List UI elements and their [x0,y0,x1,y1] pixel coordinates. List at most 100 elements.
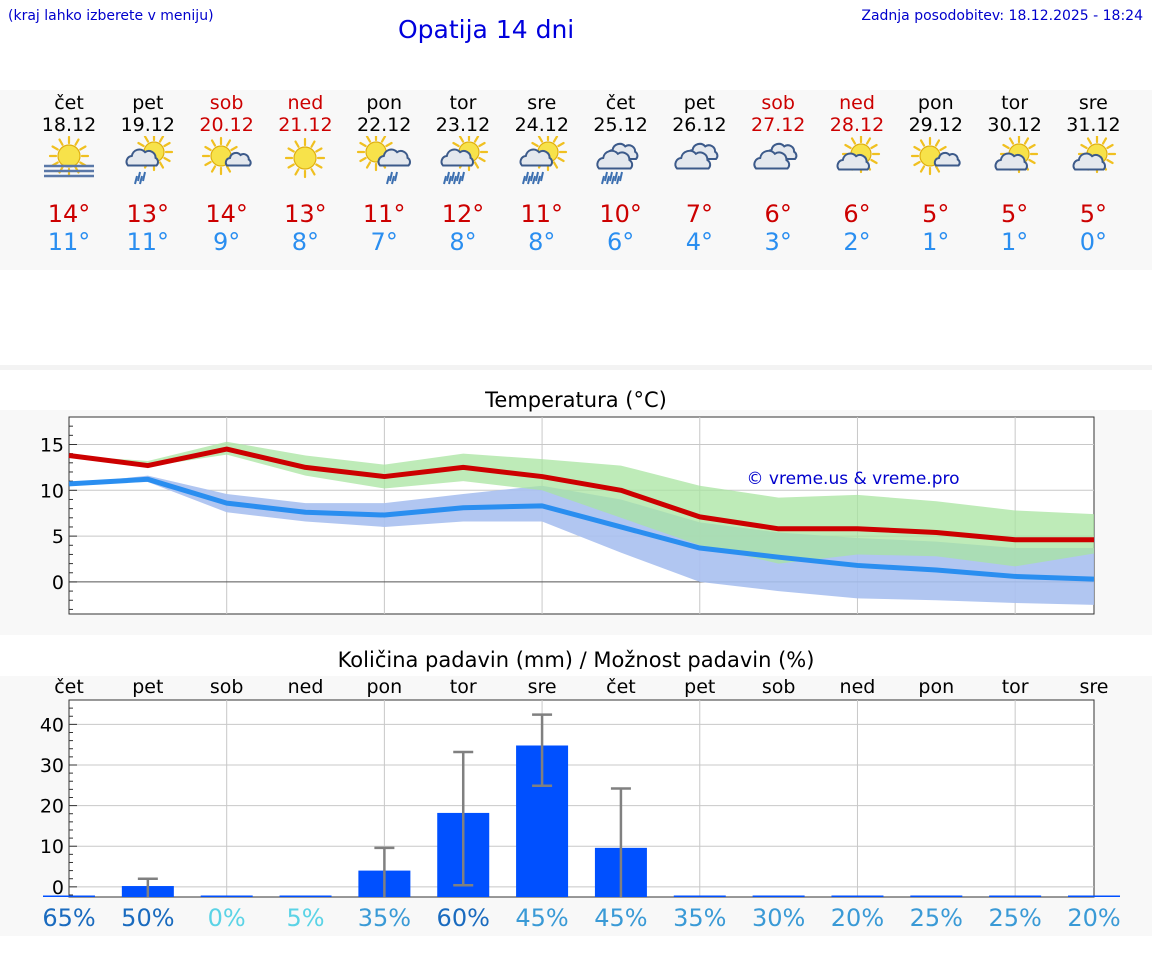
temp-max: 5° [1079,200,1108,228]
temp-max: 14° [47,200,91,228]
temp-min: 11° [47,228,91,256]
precip-probability: 65% [42,904,96,932]
day-name: ned [287,92,324,114]
day-name: tor [1001,92,1029,114]
divider [0,365,1152,370]
precip-day-label: pon [366,676,403,698]
precip-day-label: ned [839,676,876,698]
temp-max: 13° [284,200,327,228]
sun-cloud-icon [994,136,1038,174]
temp-min: 7° [370,228,398,256]
sun-cloud-icon [1072,136,1117,174]
temp-max: 5° [1000,200,1029,228]
day-name: čet [54,92,84,114]
page-title: Opatija 14 dni [398,15,575,44]
day-name: pet [132,92,164,114]
temp-min: 3° [764,228,792,256]
day-date: 31.12 [1066,114,1121,136]
day-date: 21.12 [278,114,333,136]
temp-max: 12° [441,200,485,228]
cloud-icon [753,142,798,170]
cloud-icon [674,142,719,170]
temp-min: 0° [1079,228,1108,256]
day-date: 25.12 [593,114,648,136]
precip-day-label: sre [527,676,557,698]
temp-min: 2° [843,228,871,256]
temp-min: 8° [291,228,320,256]
temp-max: 6° [764,200,792,228]
day-date: 18.12 [41,114,97,136]
precip-day-label: sre [1079,676,1109,698]
temp-max: 6° [843,200,871,228]
precip-probability: 45% [515,904,569,932]
day-name: sre [1078,92,1108,114]
temp-min: 8° [449,228,477,256]
day-name: pet [683,92,715,114]
temp-min: 11° [126,228,170,256]
precip-day-label: pet [132,676,164,698]
sun-cloud-rain-icon [125,136,173,185]
temp-min: 1° [1000,228,1029,256]
precipitation-panel [0,676,1152,936]
day-name: sob [761,92,795,114]
sun-cloud-icon [836,136,881,174]
temp-max: 13° [126,200,170,228]
temp-min: 9° [212,228,241,256]
precip-probability: 35% [673,904,727,932]
day-date: 30.12 [987,114,1042,136]
day-date: 20.12 [199,114,254,136]
sun-cloud-light-rain-icon [357,136,412,185]
precip-day-label: čet [606,676,636,698]
precip-probability: 25% [988,904,1042,932]
temp-max: 11° [362,200,406,228]
sun-icon [285,137,326,179]
location-menu-hint: (kraj lahko izberete v meniju) [8,8,214,24]
temp-min: 4° [685,228,714,256]
precip-probability: 5% [286,904,325,932]
temp-max: 14° [205,200,248,228]
day-name: tor [449,92,477,114]
precip-probability: 20% [1067,904,1121,932]
precip-probability: 35% [357,904,412,932]
precipitation-chart-title: Količina padavin (mm) / Možnost padavin … [337,648,815,672]
day-date: 28.12 [829,114,885,136]
forecast-strip [0,90,1152,270]
day-name: ned [839,92,875,114]
precip-probability: 45% [594,904,648,932]
precip-probability: 30% [751,904,806,932]
precip-probability: 60% [436,904,490,932]
sun-cloud-heavy-rain-icon [519,136,567,185]
temperature-chart-title: Temperatura (°C) [485,388,667,412]
precip-probability: 20% [830,904,885,932]
day-name: sre [527,92,557,114]
temp-min: 1° [922,228,950,256]
temp-max: 11° [520,200,564,228]
sun-small-cloud-icon [201,136,252,176]
precip-day-label: tor [449,676,477,698]
day-name: čet [605,92,636,114]
day-name: pon [917,92,954,114]
day-name: sob [209,92,244,114]
day-date: 27.12 [750,114,806,136]
temp-max: 5° [922,200,950,228]
temp-max: 7° [685,200,714,228]
temp-max: 10° [599,200,642,228]
temp-min: 8° [528,228,556,256]
day-date: 24.12 [514,114,569,136]
precip-day-label: čet [54,676,84,698]
sun-fog-icon [44,136,94,178]
sun-small-cloud-icon [910,136,961,176]
last-updated: Zadnja posodobitev: 18.12.2025 - 18:24 [861,8,1143,24]
temp-min: 6° [606,228,635,256]
precip-day-label: tor [1001,676,1029,698]
day-date: 23.12 [435,114,491,136]
day-date: 19.12 [120,114,175,136]
day-name: pon [366,92,403,114]
precip-day-label: pon [918,676,955,698]
precip-day-label: sob [209,676,244,698]
precip-probability: 0% [207,904,246,932]
precip-day-label: ned [287,676,324,698]
precip-day-label: sob [761,676,796,698]
day-date: 26.12 [672,114,727,136]
day-date: 22.12 [356,114,412,136]
